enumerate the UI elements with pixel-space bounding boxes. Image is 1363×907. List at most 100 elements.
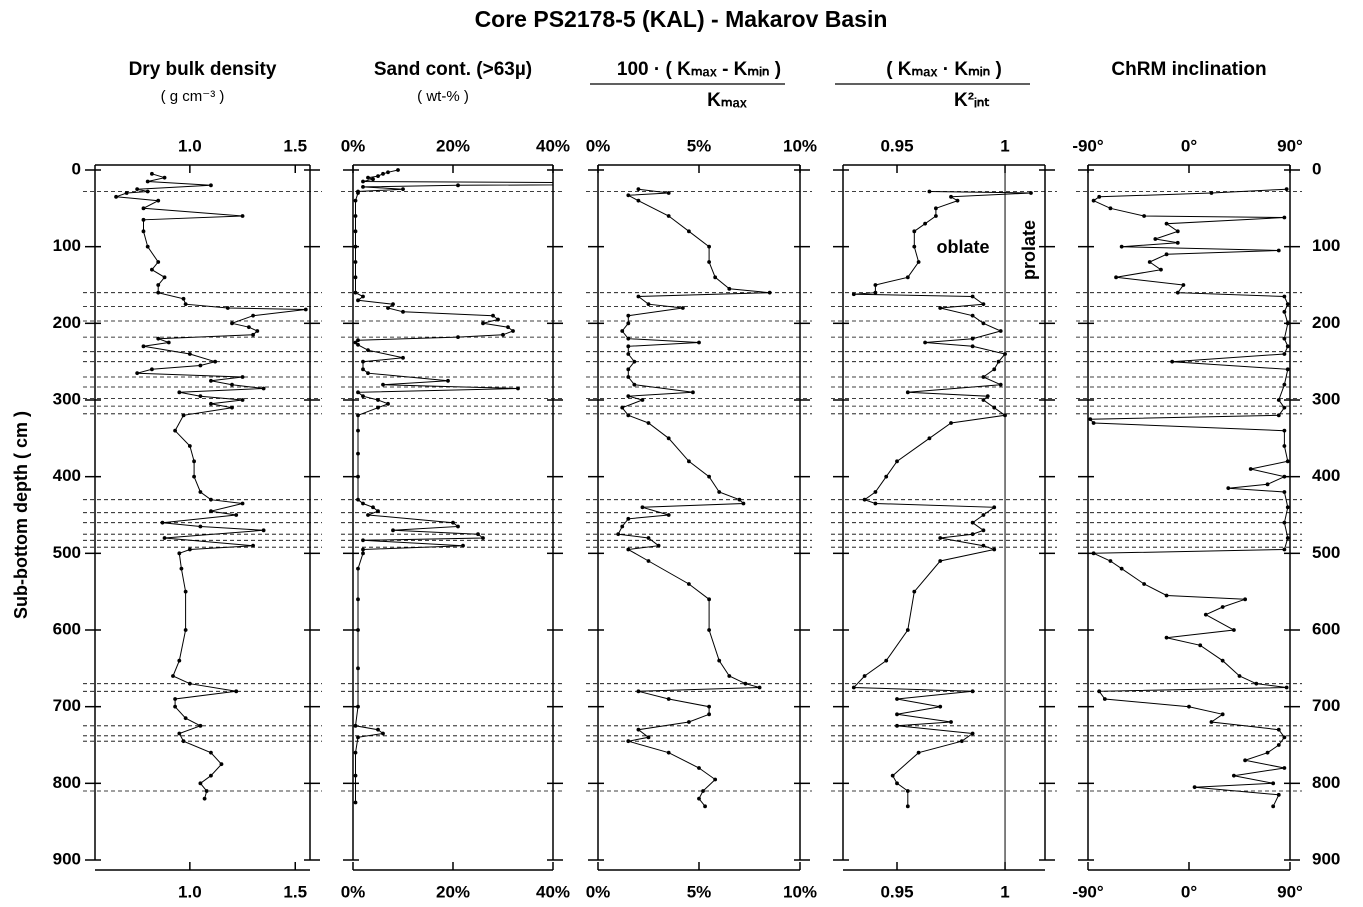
- data-point: [1282, 444, 1287, 448]
- data-point: [353, 800, 358, 805]
- data-point: [884, 474, 889, 479]
- data-point: [141, 344, 146, 349]
- y-tick-label: 100: [53, 236, 81, 255]
- data-point: [491, 313, 495, 318]
- data-point: [1097, 689, 1102, 694]
- data-point: [366, 175, 370, 180]
- data-point: [640, 398, 645, 402]
- data-point: [927, 436, 932, 441]
- data-point: [261, 528, 266, 533]
- data-point: [1119, 566, 1124, 571]
- data-point: [353, 340, 358, 345]
- y-tick-label: 200: [53, 313, 81, 332]
- data-point: [632, 359, 637, 364]
- data-point: [356, 191, 360, 195]
- data-point: [717, 490, 722, 494]
- panel-title: 100 · ( Kₘₐₓ - Kₘᵢₙ ): [617, 59, 781, 80]
- data-point: [1175, 290, 1180, 295]
- data-point: [996, 359, 1001, 364]
- series: [114, 171, 308, 801]
- data-point: [687, 229, 691, 234]
- data-point: [1285, 459, 1290, 464]
- data-point: [141, 206, 146, 211]
- data-point: [187, 681, 192, 686]
- data-point: [356, 413, 360, 418]
- data-point: [1091, 198, 1096, 203]
- data-point: [376, 727, 380, 732]
- data-point: [636, 198, 641, 203]
- data-point: [632, 382, 637, 387]
- data-point: [767, 290, 772, 295]
- data-point: [361, 294, 365, 299]
- data-point: [156, 260, 161, 264]
- data-point: [626, 313, 631, 318]
- data-point: [381, 382, 385, 387]
- x-tick-label: 10%: [783, 136, 817, 155]
- annotation: oblate: [936, 237, 989, 257]
- data-point: [646, 536, 651, 540]
- data-point: [687, 720, 691, 724]
- data-point: [905, 275, 910, 280]
- y-tick-label: 200: [1312, 313, 1340, 332]
- data-point: [401, 309, 405, 314]
- data-point: [183, 589, 188, 594]
- data-point: [150, 267, 154, 272]
- series-line: [115, 173, 306, 799]
- data-point: [1029, 191, 1033, 195]
- data-point: [959, 739, 964, 744]
- data-point: [481, 321, 485, 326]
- data-point: [862, 497, 867, 502]
- data-point: [938, 536, 943, 540]
- data-point: [707, 712, 711, 717]
- data-point: [240, 214, 245, 218]
- data-point: [1276, 727, 1281, 732]
- data-point: [636, 187, 641, 192]
- data-point: [713, 777, 718, 782]
- data-point: [171, 674, 175, 678]
- data-point: [361, 547, 365, 552]
- data-point: [1088, 417, 1093, 422]
- data-point: [198, 524, 203, 529]
- data-point: [496, 317, 500, 322]
- data-point: [1226, 486, 1231, 491]
- data-point: [230, 321, 234, 326]
- series: [1088, 187, 1290, 809]
- data-point: [356, 451, 360, 456]
- data-point: [1091, 551, 1096, 556]
- data-point: [916, 750, 921, 755]
- panel-title: ChRM inclination: [1111, 59, 1266, 80]
- series-line: [617, 188, 770, 807]
- data-point: [366, 371, 370, 376]
- data-point: [356, 735, 360, 740]
- data-point: [949, 720, 953, 724]
- data-point: [1265, 750, 1270, 755]
- data-point: [776, 182, 780, 186]
- data-point: [240, 375, 245, 379]
- data-point: [356, 342, 360, 347]
- data-point: [476, 532, 480, 537]
- data-point: [873, 490, 878, 494]
- data-point: [396, 168, 400, 172]
- x-tick-label: 1: [1000, 882, 1009, 901]
- data-point: [1164, 593, 1169, 598]
- data-point: [666, 513, 671, 517]
- y-tick-label: 800: [53, 773, 81, 792]
- data-point: [666, 191, 671, 195]
- data-point: [970, 336, 975, 341]
- data-point: [636, 294, 641, 299]
- data-point: [1285, 367, 1290, 372]
- data-point: [1265, 482, 1270, 487]
- data-point: [187, 444, 192, 448]
- data-point: [1108, 206, 1113, 211]
- data-point: [970, 520, 975, 525]
- y-tick-label: 100: [1312, 236, 1340, 255]
- data-point: [697, 796, 701, 801]
- x-tick-label: 90°: [1277, 136, 1303, 155]
- data-point: [862, 674, 867, 678]
- data-point: [230, 405, 234, 410]
- y-tick-label: 900: [1312, 849, 1340, 868]
- data-point: [1254, 681, 1259, 686]
- data-point: [198, 723, 203, 728]
- data-point: [981, 528, 986, 533]
- data-point: [895, 723, 899, 728]
